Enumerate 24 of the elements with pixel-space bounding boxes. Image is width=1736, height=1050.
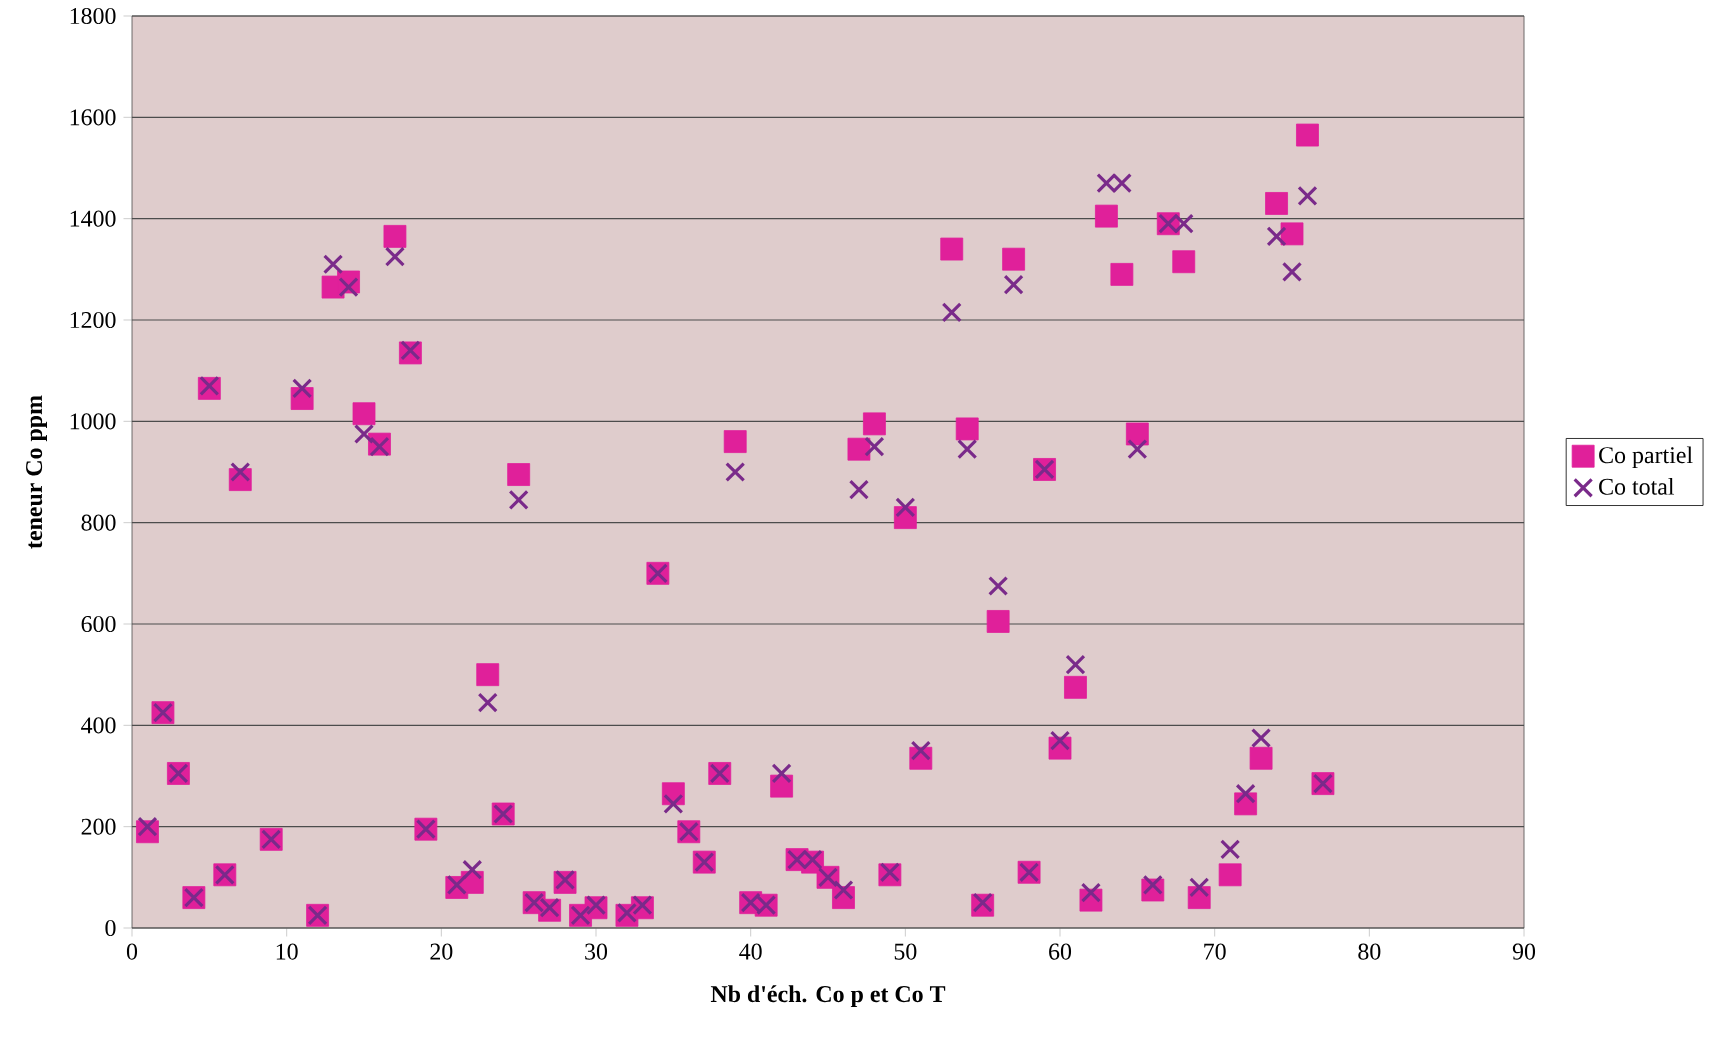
- x-tick-label: 30: [585, 943, 608, 960]
- x-tick-label: 50: [894, 943, 917, 960]
- y-tick-label: 200: [81, 818, 116, 835]
- legend-label: Co total: [1599, 477, 1675, 495]
- x-tick-label: 10: [276, 943, 298, 960]
- y-tick-label: 1400: [70, 210, 116, 227]
- x-tick-label: 80: [1358, 943, 1381, 960]
- y-tick-label: 1200: [70, 311, 116, 329]
- x-tick-label: 60: [1049, 943, 1072, 960]
- y-tick-label: 1600: [70, 109, 116, 126]
- x-tick-label: 40: [739, 943, 762, 960]
- x-tick-label: 90: [1512, 943, 1536, 960]
- y-tick-label: 1000: [70, 413, 116, 430]
- y-tick-label: 800: [81, 514, 116, 531]
- y-axis-title: teneur Co ppm: [26, 395, 47, 549]
- legend-label: Co partiel: [1599, 446, 1693, 469]
- x-tick-label: 70: [1204, 943, 1226, 960]
- y-tick-label: 1800: [70, 7, 116, 25]
- x-tick-label: 0: [126, 943, 138, 960]
- x-tick-label: 20: [430, 943, 453, 960]
- x-axis-title: Nb d'éch. Co p et Co T: [710, 985, 946, 1008]
- y-tick-label: 600: [81, 615, 116, 633]
- y-tick-label: 400: [81, 717, 116, 734]
- y-tick-label: 0: [105, 919, 116, 937]
